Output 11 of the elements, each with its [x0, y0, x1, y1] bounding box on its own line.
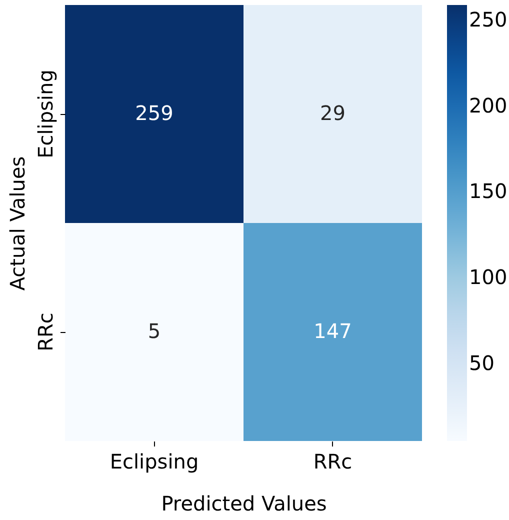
data-label: 259 — [135, 101, 174, 125]
data-label: 5 — [148, 319, 161, 343]
color-bar-label: 100 — [469, 264, 508, 289]
color-bar-label: 200 — [469, 93, 508, 118]
color-bar-label: 150 — [469, 179, 508, 204]
color-bar-label: 50 — [469, 350, 494, 375]
data-label: 147 — [314, 319, 352, 343]
data-label: 29 — [320, 101, 346, 125]
y-axis-title: Actual Values — [6, 156, 30, 291]
x-axis-title: Predicted Values — [161, 492, 327, 516]
color-bar-label: 250 — [469, 7, 508, 32]
